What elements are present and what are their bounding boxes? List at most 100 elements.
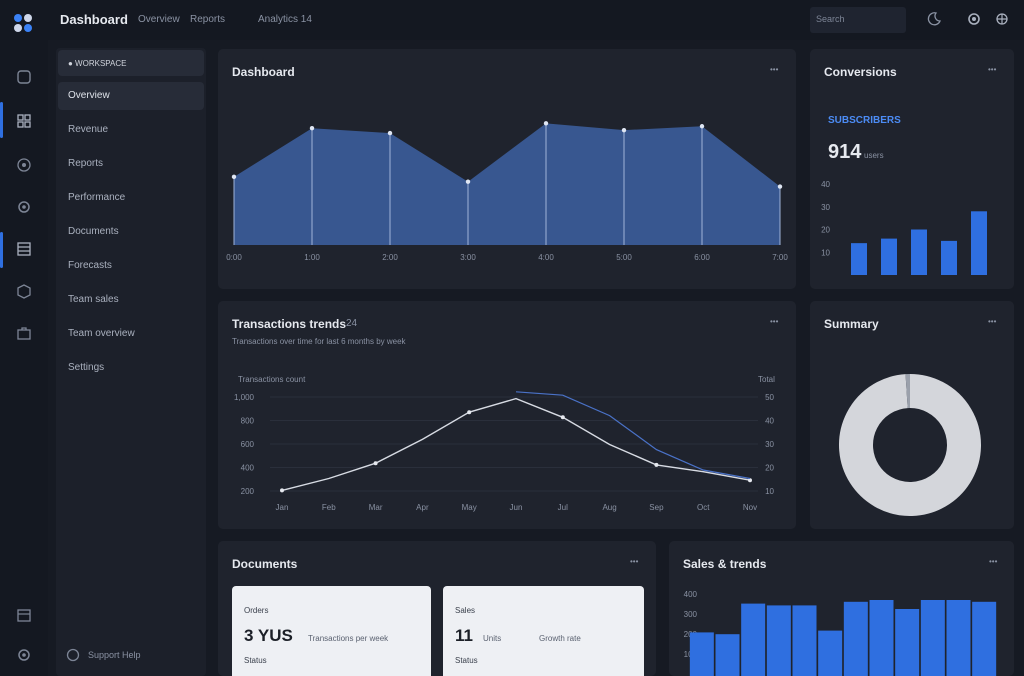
gear-icon[interactable]	[966, 11, 982, 27]
bar	[971, 211, 987, 275]
tile-caption: Transactions per week	[308, 634, 389, 643]
y-tick-label: 400	[684, 590, 698, 599]
area-point	[309, 126, 315, 131]
bar	[715, 634, 740, 676]
sidebar-item-team-sales[interactable]: Team sales	[68, 294, 119, 305]
x-tick-label: Feb	[322, 503, 336, 512]
rail-active-marker	[0, 102, 3, 138]
sidebar-item-reports[interactable]: Reports	[68, 158, 104, 169]
card-title: Transactions trends	[232, 317, 347, 331]
more-icon[interactable]: •••	[630, 557, 639, 566]
line-point	[280, 488, 284, 493]
sidebar: ● WORKSPACE Overview Revenue Reports Per…	[56, 48, 206, 676]
card-summary: Summary •••	[810, 301, 1014, 529]
more-icon[interactable]: •••	[988, 317, 997, 326]
cog-icon[interactable]	[15, 198, 33, 216]
briefcase-icon[interactable]	[15, 324, 33, 342]
donut-chart	[839, 374, 981, 516]
y-tick-label-right: 30	[765, 440, 774, 449]
y-tick-label-left: 400	[241, 464, 255, 473]
card-title: Summary	[824, 317, 879, 331]
tile-foot: Status	[455, 656, 478, 665]
area-point	[777, 184, 783, 189]
sidebar-header[interactable]: ● WORKSPACE	[58, 50, 204, 76]
dashboard-icon[interactable]	[15, 112, 33, 130]
x-tick-label: Aug	[602, 503, 616, 512]
sales-bar-chart: 400300200100	[684, 590, 997, 676]
x-tick-label: Jun	[510, 503, 523, 512]
sidebar-footer-label: Support Help	[88, 650, 141, 660]
bar	[843, 601, 868, 676]
y-tick-label-left: 1,000	[234, 393, 255, 402]
area-series	[234, 123, 780, 245]
bar	[766, 605, 791, 676]
nav-link-overview[interactable]: Overview	[138, 14, 180, 25]
bar	[972, 601, 997, 676]
card-conversions: Conversions ••• SUBSCRIBERS 914 users 40…	[810, 49, 1014, 289]
y-tick-label-right: 50	[765, 393, 774, 402]
more-icon[interactable]: •••	[988, 65, 997, 74]
search-input[interactable]: Search	[810, 7, 906, 33]
line-series-current	[281, 397, 751, 492]
conversions-bar-chart: 40 30 20 10	[821, 180, 987, 275]
sidebar-item-forecasts[interactable]: Forecasts	[68, 260, 112, 271]
y-tick-label-right: 20	[765, 464, 774, 473]
tile-label: Sales	[455, 606, 476, 615]
app-logo-icon[interactable]	[12, 12, 34, 34]
legend-transactions-count: Transactions count	[238, 375, 306, 384]
tile-value: 11	[455, 626, 473, 645]
target-icon[interactable]	[15, 156, 33, 174]
line-point	[467, 410, 472, 415]
app-title: Dashboard	[60, 12, 128, 27]
settings-gear-icon[interactable]	[15, 646, 33, 664]
more-icon[interactable]: •••	[770, 65, 779, 74]
y-tick-label-left: 600	[241, 440, 255, 449]
tile-label: Orders	[244, 606, 269, 615]
y-tick-label-right: 40	[765, 417, 774, 426]
x-tick-label: 0:00	[226, 253, 242, 262]
y-tick-label: 10	[821, 248, 830, 257]
more-icon[interactable]: •••	[770, 317, 779, 326]
sidebar-footer[interactable]: Support Help	[66, 648, 141, 662]
bar	[881, 238, 897, 275]
sidebar-item-revenue[interactable]: Revenue	[68, 124, 109, 135]
area-chart: 0:00 1:00 2:00 3:00 4:00 5:00 6:00 7:00	[226, 121, 788, 262]
top-bar: Dashboard Overview Reports Analytics 14 …	[0, 0, 1024, 40]
settings-icon[interactable]	[994, 11, 1010, 27]
card-dashboard-area: Dashboard ••• 0:00 1:00 2:00 3:00 4:00 5:00 6:…	[218, 49, 796, 289]
sidebar-item-performance[interactable]: Performance	[68, 192, 126, 203]
conversions-subtitle: SUBSCRIBERS	[828, 115, 901, 126]
tile-caption: Units	[483, 634, 502, 643]
y-tick-label: 300	[684, 610, 698, 619]
box-icon[interactable]	[15, 282, 33, 300]
tile-foot: Status	[244, 656, 267, 665]
x-tick-label: Nov	[743, 503, 757, 512]
x-tick-label: 6:00	[694, 253, 710, 262]
sidebar-item-team-overview[interactable]: Team overview	[68, 328, 135, 339]
nav-link-analytics[interactable]: Analytics 14	[258, 14, 312, 25]
nav-link-reports[interactable]: Reports	[190, 14, 226, 25]
bar	[941, 240, 957, 275]
sidebar-item-overview[interactable]: Overview	[58, 82, 204, 110]
icon-rail	[0, 40, 48, 676]
area-point	[465, 179, 471, 184]
more-icon[interactable]: •••	[989, 557, 998, 566]
tile-orders[interactable]: Orders 3 YUS Transactions per week Statu…	[232, 586, 431, 676]
bar	[741, 603, 766, 676]
area-point	[543, 121, 549, 126]
tile-sales[interactable]: Sales 11 Units Growth rate Status	[443, 586, 644, 676]
sidebar-item-settings[interactable]: Settings	[68, 362, 105, 373]
legend-total: Total	[758, 375, 775, 384]
tile-extra: Growth rate	[539, 634, 581, 643]
conversions-value: 914	[828, 141, 862, 163]
grid-icon[interactable]	[15, 68, 33, 86]
rail-secondary-marker	[0, 232, 3, 268]
x-tick-label: 1:00	[304, 253, 320, 262]
moon-icon[interactable]	[926, 11, 942, 27]
calendar-icon[interactable]	[15, 606, 33, 624]
table-icon[interactable]	[15, 240, 33, 258]
x-tick-label: Oct	[697, 503, 710, 512]
transactions-badge: 24	[346, 318, 358, 329]
sidebar-item-documents[interactable]: Documents	[68, 226, 119, 237]
x-tick-label: Sep	[649, 503, 664, 512]
